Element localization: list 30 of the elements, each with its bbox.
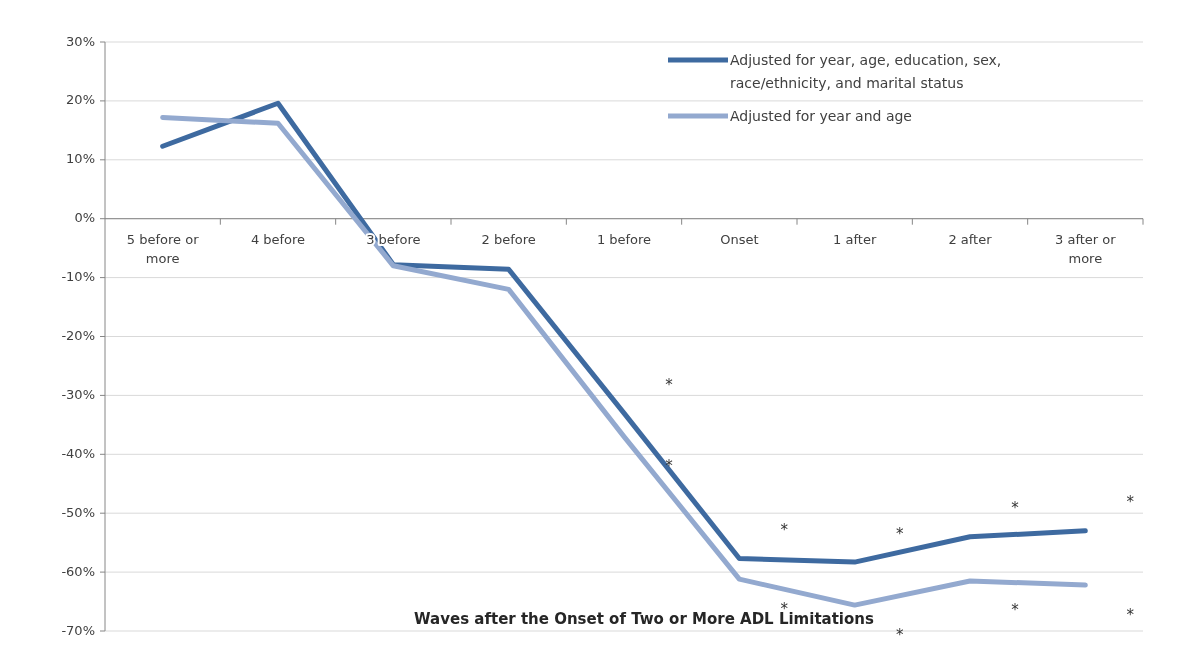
y-tick-label: 0% — [74, 210, 95, 226]
y-tick-label: -20% — [61, 328, 95, 343]
x-tick-label: Onset — [720, 231, 759, 247]
y-tick-label: -60% — [61, 563, 95, 579]
y-tick-label: -70% — [61, 622, 95, 638]
annotation: * — [780, 521, 789, 540]
x-tick-label: 2 before — [481, 231, 536, 247]
annotation: * — [1011, 601, 1020, 620]
legend-label: Adjusted for year and age — [730, 108, 912, 124]
annotation: * — [665, 375, 674, 394]
annotation: * — [1011, 499, 1020, 518]
annotation: * — [895, 524, 904, 543]
y-tick-label: -50% — [61, 504, 95, 520]
x-tick-label: 5 before or more — [126, 231, 200, 266]
y-tick-label: -10% — [61, 269, 95, 285]
x-tick-label: 1 before — [596, 231, 652, 247]
x-tick-label: 3 after or more — [1055, 231, 1117, 266]
x-tick-label: 2 after — [948, 231, 993, 247]
annotation: * — [1126, 605, 1135, 624]
annotation: * — [895, 625, 904, 644]
y-tick-label: 30% — [66, 33, 95, 49]
y-tick-label: 20% — [66, 92, 95, 108]
x-tick-label: 1 after — [833, 231, 877, 247]
x-axis-title: Waves after the Onset of Two or More ADL Limitations — [414, 610, 874, 628]
x-tick-label: 4 before — [250, 231, 306, 247]
y-tick-label: -40% — [61, 445, 95, 461]
legend-label: Adjusted for year, age, education, sex, race/ethnicity, and marital status — [730, 52, 1002, 91]
annotation: * — [1126, 493, 1135, 512]
y-tick-label: -30% — [61, 386, 95, 402]
y-tick-label: 10% — [66, 151, 95, 167]
